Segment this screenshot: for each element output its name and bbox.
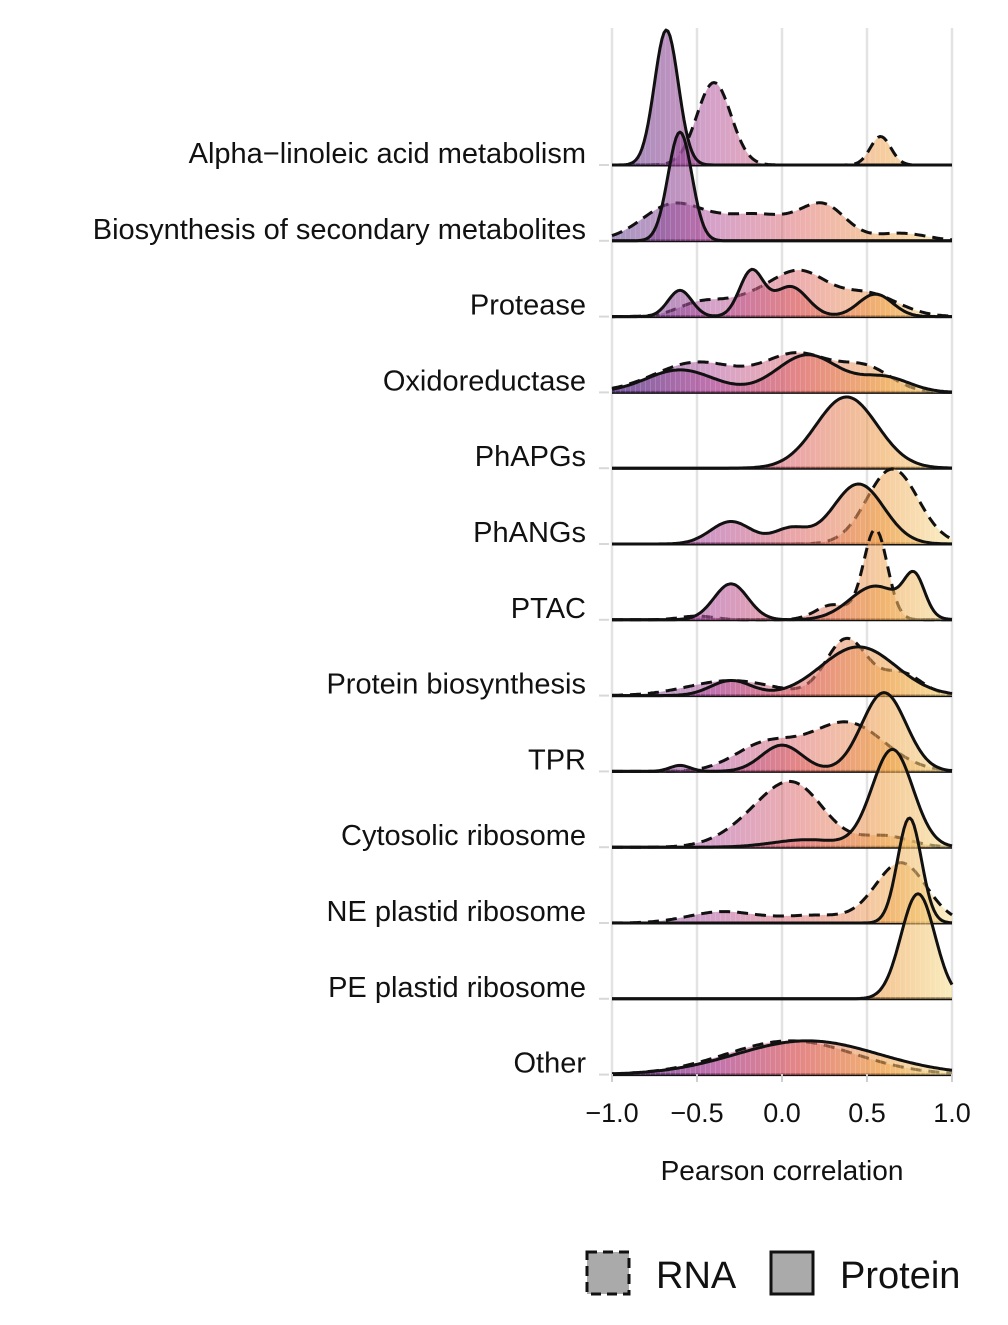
density-texture-protein [612, 484, 952, 544]
category-label: PE plastid ribosome [328, 972, 586, 1004]
density-line-protein [612, 28, 952, 167]
category-label: Other [513, 1048, 586, 1080]
category-label: Biosynthesis of secondary metabolites [93, 214, 586, 246]
density-texture-rna [612, 82, 952, 165]
category-labels: Alpha−linoleic acid metabolism Biosynthes… [93, 138, 609, 1080]
ridge-4 [612, 395, 952, 470]
x-tick-label: 1.0 [933, 1098, 971, 1128]
density-texture-protein [612, 692, 952, 772]
density-line-protein [612, 569, 953, 622]
x-tick-label: −0.5 [670, 1098, 723, 1128]
density-line-protein [612, 645, 953, 698]
x-axis: −1.0 −0.5 0.0 0.5 1.0 [585, 1074, 971, 1128]
density-line-protein [612, 747, 953, 849]
ridge-7 [612, 636, 953, 698]
density-line-protein [611, 1039, 953, 1076]
category-label: Alpha−linoleic acid metabolism [189, 138, 586, 170]
category-label: TPR [528, 744, 586, 776]
density-line-protein [612, 130, 952, 243]
density-texture-protein [612, 354, 952, 393]
category-label: PhANGs [473, 517, 586, 549]
density-texture-protein [612, 749, 952, 848]
density-line-protein [611, 353, 953, 394]
category-label: Oxidoreductase [383, 365, 586, 397]
x-axis-title: Pearson correlation [661, 1155, 904, 1186]
density-texture-rna [612, 781, 952, 848]
ridge-3 [611, 351, 953, 394]
category-label: PTAC [511, 593, 586, 625]
x-tick-label: −1.0 [585, 1098, 638, 1128]
ridge-1 [611, 130, 953, 243]
legend-key-protein [769, 1250, 815, 1296]
ridge-8 [612, 691, 953, 773]
legend-key-rna [585, 1250, 631, 1296]
category-label: NE plastid ribosome [327, 896, 587, 928]
x-tick-label: 0.0 [763, 1098, 801, 1128]
density-line-protein [612, 892, 954, 1001]
ridge-11 [612, 892, 954, 1001]
density-texture-protein [612, 893, 952, 999]
category-label: Protein biosynthesis [326, 669, 586, 701]
density-texture-protein [612, 571, 952, 620]
density-line-protein [612, 691, 953, 773]
category-label: PhAPGs [475, 441, 586, 473]
legend: RNA Protein [585, 1250, 960, 1297]
ridge-5 [612, 467, 953, 546]
density-texture-protein [612, 397, 952, 469]
density-texture-protein [612, 646, 952, 696]
density-line-protein [612, 816, 953, 925]
density-texture-protein [612, 1040, 952, 1075]
density-texture-protein [612, 269, 952, 317]
ridges [611, 28, 954, 1077]
x-tick-label: 0.5 [848, 1098, 886, 1128]
density-line-rna [612, 861, 953, 925]
legend-label-protein: Protein [840, 1255, 960, 1297]
density-line-protein [612, 267, 952, 319]
density-texture-rna [612, 862, 952, 923]
category-label: Protease [470, 290, 586, 322]
ridge-12 [611, 1039, 953, 1077]
ridge-2 [612, 267, 953, 319]
ridge-6 [612, 527, 953, 622]
density-texture-protein [612, 132, 952, 241]
legend-label-rna: RNA [656, 1255, 737, 1297]
density-line-protein [612, 482, 952, 546]
density-line-protein [612, 395, 952, 470]
ridge-9 [612, 747, 953, 849]
category-label: Cytosolic ribosome [341, 820, 586, 852]
